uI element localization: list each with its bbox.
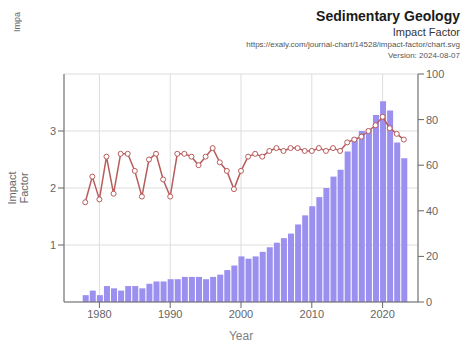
svg-text:2000: 2000 <box>229 308 253 320</box>
html-text:https://exaly.com/journal-char: https://exaly.com/journal-chart/14528/im… <box>246 40 460 49</box>
html-text:Impa: Impa <box>12 12 22 32</box>
svg-text:2010: 2010 <box>300 308 324 320</box>
html-text:Version: 2024-08-07: Version: 2024-08-07 <box>387 51 460 60</box>
svg-text:20: 20 <box>426 250 438 262</box>
svg-text:100: 100 <box>426 68 444 80</box>
svg-text:2020: 2020 <box>370 308 394 320</box>
svg-text:80: 80 <box>426 114 438 126</box>
svg-text:0: 0 <box>426 296 432 308</box>
svg-text:3: 3 <box>50 125 56 137</box>
html-text:Impact Factor: Impact Factor <box>392 26 460 38</box>
svg-text:1990: 1990 <box>158 308 182 320</box>
svg-text:ImpactFactor: ImpactFactor <box>8 171 30 204</box>
svg-text:60: 60 <box>426 159 438 171</box>
svg-text:Year: Year <box>229 329 253 343</box>
svg-text:40: 40 <box>426 205 438 217</box>
svg-text:1: 1 <box>50 239 56 251</box>
svg-text:1980: 1980 <box>87 308 111 320</box>
html-text:Sedimentary Geology: Sedimentary Geology <box>316 8 460 24</box>
svg-text:2: 2 <box>50 182 56 194</box>
